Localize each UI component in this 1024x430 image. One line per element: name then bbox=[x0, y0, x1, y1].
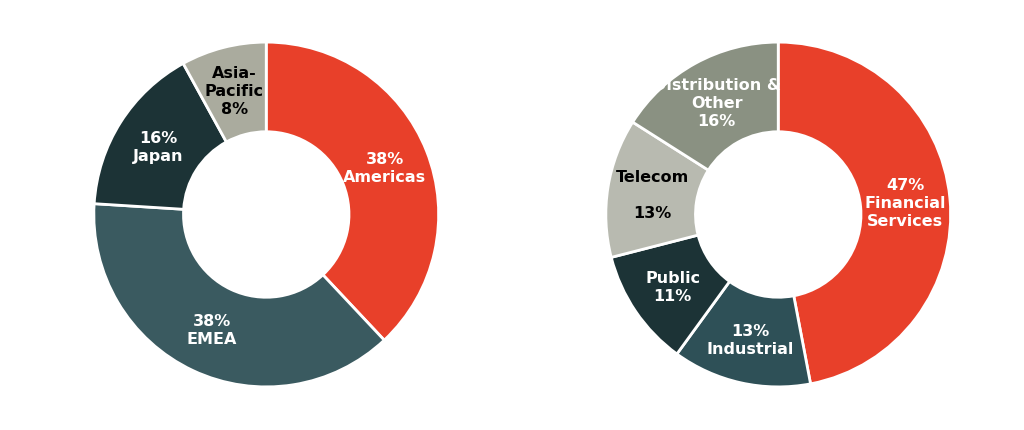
Text: 38%
EMEA: 38% EMEA bbox=[186, 314, 238, 347]
Wedge shape bbox=[94, 64, 226, 210]
Text: 38%
Americas: 38% Americas bbox=[343, 152, 426, 184]
Wedge shape bbox=[266, 43, 438, 341]
Wedge shape bbox=[606, 123, 709, 258]
Text: 47%
Financial
Services: 47% Financial Services bbox=[864, 178, 946, 228]
Text: Telecom

13%: Telecom 13% bbox=[615, 170, 689, 221]
Wedge shape bbox=[633, 43, 778, 171]
Wedge shape bbox=[778, 43, 950, 384]
Text: Public
11%: Public 11% bbox=[645, 270, 700, 303]
Text: 13%
Industrial: 13% Industrial bbox=[707, 323, 794, 356]
Text: Asia-
Pacific
8%: Asia- Pacific 8% bbox=[205, 66, 264, 117]
Wedge shape bbox=[94, 204, 384, 387]
Text: 16%
Japan: 16% Japan bbox=[133, 130, 183, 163]
Wedge shape bbox=[611, 236, 729, 354]
Text: Distribution &
Other
16%: Distribution & Other 16% bbox=[653, 78, 780, 129]
Wedge shape bbox=[677, 282, 811, 387]
Wedge shape bbox=[183, 43, 266, 143]
